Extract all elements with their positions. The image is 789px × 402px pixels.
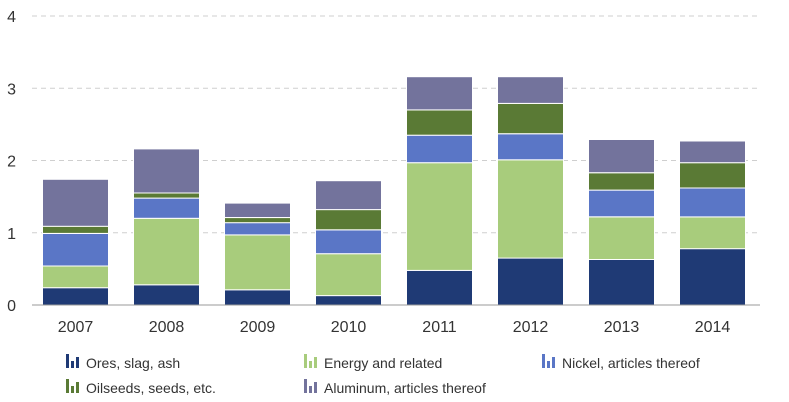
y-tick-label: 4 — [7, 9, 16, 26]
bar-segment — [406, 76, 473, 111]
bar-chart-icon — [66, 354, 79, 368]
bar-segment — [588, 139, 655, 174]
bar-segment — [133, 148, 200, 194]
bar-chart-icon — [542, 354, 555, 368]
bar-segment — [133, 217, 200, 286]
x-tick-label: 2012 — [513, 319, 549, 336]
y-tick-label: 3 — [7, 81, 16, 98]
bar-segment — [406, 269, 473, 306]
bar-segment — [133, 197, 200, 219]
legend-label: Oilseeds, seeds, etc. — [86, 380, 216, 396]
bar-segment — [224, 217, 291, 224]
bar-segment — [315, 253, 382, 297]
legend-item: Aluminum, articles thereof — [304, 379, 486, 396]
bar-segment — [588, 172, 655, 191]
bar-segment — [497, 133, 564, 161]
y-tick-label: 2 — [7, 154, 16, 171]
legend-label: Aluminum, articles thereof — [324, 380, 486, 396]
bar-chart-icon — [304, 354, 317, 368]
bar-segment — [133, 284, 200, 306]
legend-item: Energy and related — [304, 354, 442, 371]
bar-chart-icon — [304, 379, 317, 393]
bar-segment — [406, 162, 473, 271]
x-tick-label: 2007 — [58, 319, 94, 336]
bar-segment — [588, 189, 655, 218]
x-tick-label: 2009 — [240, 319, 276, 336]
bar-segment — [315, 209, 382, 231]
bar-segment — [42, 287, 109, 306]
x-tick-label: 2014 — [695, 319, 731, 336]
bar-segment — [497, 102, 564, 135]
bar-segment — [133, 192, 200, 199]
bar-segment — [42, 178, 109, 227]
bar-segment — [679, 248, 746, 306]
legend: Ores, slag, ash Energy and related Nickel,… — [66, 354, 700, 396]
bar-segment — [42, 265, 109, 289]
bar-chart-icon — [66, 379, 79, 393]
bar-segment — [497, 76, 564, 104]
bar-segment — [224, 222, 291, 236]
bar-segment — [42, 233, 109, 267]
bar-segment — [679, 140, 746, 164]
bar-segment — [679, 216, 746, 250]
bar-segment — [679, 187, 746, 218]
x-tick-label: 2011 — [422, 319, 457, 336]
legend-item: Ores, slag, ash — [66, 354, 180, 371]
legend-label: Ores, slag, ash — [86, 355, 180, 371]
bar-segment — [497, 257, 564, 306]
legend-label: Nickel, articles thereof — [562, 355, 700, 371]
bar-segment — [588, 259, 655, 306]
y-axis-tick-labels: 0 1 2 3 4 — [7, 9, 16, 315]
y-tick-label: 0 — [7, 298, 16, 315]
bar-segment — [315, 180, 382, 211]
x-axis-tick-labels: 2007 2008 2009 2010 2011 2012 2013 2014 — [58, 319, 731, 336]
bar-segment — [588, 216, 655, 260]
bar-segment — [406, 109, 473, 136]
bar-segment — [42, 225, 109, 234]
x-tick-label: 2013 — [604, 319, 640, 336]
bar-segment — [497, 159, 564, 259]
bar-segment — [224, 202, 291, 219]
bar-segment — [406, 134, 473, 164]
bar-segment — [224, 234, 291, 291]
bar-segment — [315, 295, 382, 306]
y-tick-label: 1 — [7, 226, 16, 243]
x-tick-label: 2008 — [149, 319, 185, 336]
bars — [42, 76, 746, 306]
x-tick-label: 2010 — [331, 319, 367, 336]
legend-item: Oilseeds, seeds, etc. — [66, 379, 216, 396]
bar-segment — [315, 229, 382, 255]
legend-item: Nickel, articles thereof — [542, 354, 700, 371]
legend-label: Energy and related — [324, 355, 442, 371]
bar-segment — [679, 162, 746, 189]
bar-segment — [224, 289, 291, 306]
